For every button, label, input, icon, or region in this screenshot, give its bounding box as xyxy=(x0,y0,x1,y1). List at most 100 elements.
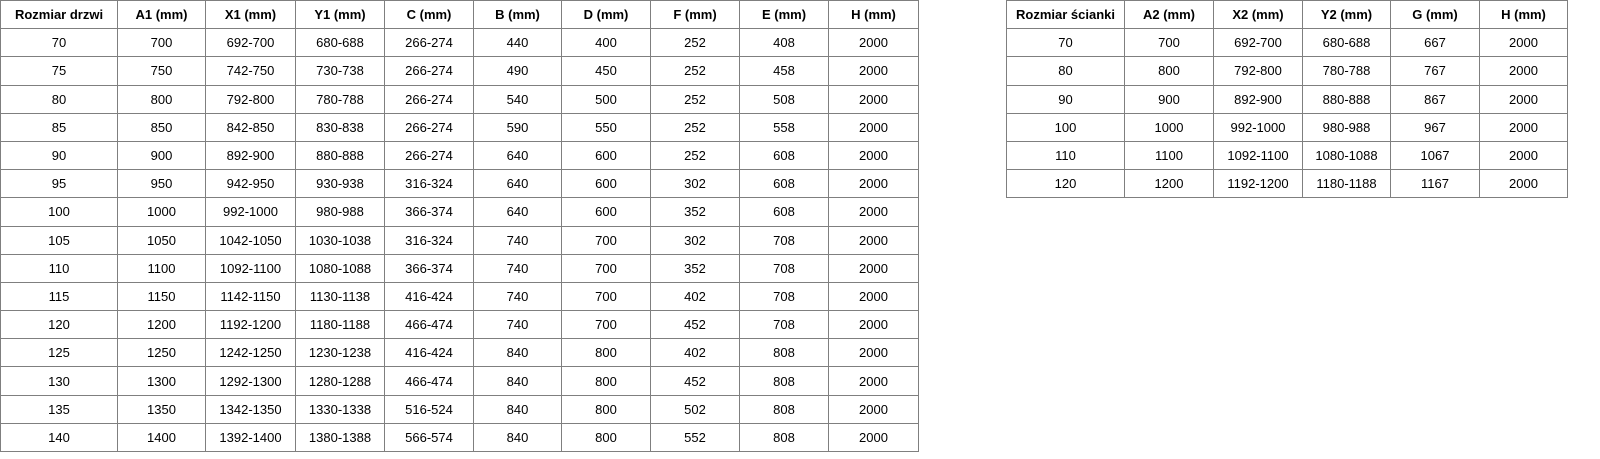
table-cell: 110 xyxy=(0,253,118,283)
table-cell: 1100 xyxy=(117,253,206,283)
table-cell: 75 xyxy=(0,56,118,86)
table-cell: 490 xyxy=(473,56,562,86)
table-cell: 700 xyxy=(561,310,651,340)
table-cell: 1067 xyxy=(1390,140,1480,171)
table-cell: 2000 xyxy=(828,422,919,453)
table-cell: 1080-1088 xyxy=(295,253,385,283)
table-cell: 302 xyxy=(650,169,740,199)
table-cell: 2000 xyxy=(1479,140,1568,171)
column-header: X1 (mm) xyxy=(205,0,296,30)
table-row: 90 900 892-900 880-888 867 2000 xyxy=(1006,84,1568,114)
table-cell: 266-274 xyxy=(384,140,474,171)
table-cell: 95 xyxy=(0,169,118,199)
table-cell: 992-1000 xyxy=(205,197,296,227)
table-cell: 466-474 xyxy=(384,366,474,396)
table-cell: 1150 xyxy=(117,281,206,312)
table-cell: 1192-1200 xyxy=(205,310,296,340)
wall-dimensions-table: Rozmiar ścianki A2 (mm) X2 (mm) Y2 (mm) G (m… xyxy=(1006,0,1568,199)
table-cell: 2000 xyxy=(828,112,919,142)
table-cell: 1200 xyxy=(1124,169,1214,199)
table-cell: 700 xyxy=(561,281,651,312)
table-cell: 416-424 xyxy=(384,338,474,368)
table-cell: 800 xyxy=(561,366,651,396)
table-cell: 708 xyxy=(739,253,829,283)
table-cell: 880-888 xyxy=(295,140,385,171)
table-cell: 840 xyxy=(473,394,562,424)
table-cell: 2000 xyxy=(1479,169,1568,199)
column-header: H (mm) xyxy=(1479,0,1568,30)
table-cell: 767 xyxy=(1390,56,1480,86)
table-row: 70 700 692-700 680-688 266-274 440 400 252 408 20… xyxy=(0,28,919,58)
table-cell: 120 xyxy=(1006,169,1125,199)
table-cell: 740 xyxy=(473,310,562,340)
table-cell: 252 xyxy=(650,84,740,114)
table-cell: 2000 xyxy=(828,310,919,340)
table-row: 130 1300 1292-1300 1280-1288 466-474 840 800 45… xyxy=(0,366,919,396)
table-cell: 800 xyxy=(117,84,206,114)
table-cell: 1292-1300 xyxy=(205,366,296,396)
table-cell: 2000 xyxy=(828,281,919,312)
table-cell: 740 xyxy=(473,281,562,312)
table-cell: 1280-1288 xyxy=(295,366,385,396)
table-cell: 502 xyxy=(650,394,740,424)
table-cell: 1042-1050 xyxy=(205,225,296,255)
table-cell: 600 xyxy=(561,140,651,171)
table-cell: 840 xyxy=(473,338,562,368)
column-header: D (mm) xyxy=(561,0,651,30)
table-cell: 840 xyxy=(473,366,562,396)
column-header: E (mm) xyxy=(739,0,829,30)
table-cell: 608 xyxy=(739,140,829,171)
table-cell: 867 xyxy=(1390,84,1480,114)
table-cell: 740 xyxy=(473,225,562,255)
table-cell: 400 xyxy=(561,28,651,58)
table-cell: 2000 xyxy=(828,84,919,114)
table-cell: 640 xyxy=(473,197,562,227)
table-cell: 700 xyxy=(1124,28,1214,58)
table-cell: 1000 xyxy=(1124,112,1214,142)
table-row: 95 950 942-950 930-938 316-324 640 600 302 608 20… xyxy=(0,169,919,199)
table-cell: 558 xyxy=(739,112,829,142)
table-cell: 840 xyxy=(473,422,562,453)
table-cell: 70 xyxy=(1006,28,1125,58)
table-cell: 266-274 xyxy=(384,112,474,142)
table-row: 80 800 792-800 780-788 767 2000 xyxy=(1006,56,1568,86)
table-cell: 2000 xyxy=(828,28,919,58)
table-cell: 105 xyxy=(0,225,118,255)
table-cell: 800 xyxy=(561,338,651,368)
table-cell: 700 xyxy=(561,253,651,283)
table-cell: 2000 xyxy=(828,225,919,255)
door-dimensions-table: Rozmiar drzwi A1 (mm) X1 (mm) Y1 (mm) C (mm)… xyxy=(0,0,919,453)
table-cell: 1300 xyxy=(117,366,206,396)
table-cell: 266-274 xyxy=(384,28,474,58)
table-cell: 100 xyxy=(1006,112,1125,142)
table-cell: 1250 xyxy=(117,338,206,368)
table-cell: 266-274 xyxy=(384,56,474,86)
table-cell: 1092-1100 xyxy=(1213,140,1303,171)
table-cell: 252 xyxy=(650,140,740,171)
table-cell: 252 xyxy=(650,28,740,58)
table-cell: 366-374 xyxy=(384,253,474,283)
table-cell: 980-988 xyxy=(1302,112,1391,142)
table-cell: 2000 xyxy=(828,169,919,199)
table-cell: 1342-1350 xyxy=(205,394,296,424)
column-header: H (mm) xyxy=(828,0,919,30)
table-cell: 2000 xyxy=(1479,112,1568,142)
table-cell: 2000 xyxy=(828,253,919,283)
column-header: Rozmiar ścianki xyxy=(1006,0,1125,30)
table-cell: 842-850 xyxy=(205,112,296,142)
table-row: 100 1000 992-1000 980-988 967 2000 xyxy=(1006,112,1568,142)
table-cell: 416-424 xyxy=(384,281,474,312)
table-cell: 1180-1188 xyxy=(295,310,385,340)
table-cell: 115 xyxy=(0,281,118,312)
table-cell: 980-988 xyxy=(295,197,385,227)
table-cell: 730-738 xyxy=(295,56,385,86)
table-cell: 750 xyxy=(117,56,206,86)
column-header: G (mm) xyxy=(1390,0,1480,30)
table-cell: 608 xyxy=(739,197,829,227)
table-cell: 1330-1338 xyxy=(295,394,385,424)
table-cell: 967 xyxy=(1390,112,1480,142)
table-cell: 900 xyxy=(1124,84,1214,114)
table-cell: 252 xyxy=(650,112,740,142)
table-row: 100 1000 992-1000 980-988 366-374 640 600 352 60… xyxy=(0,197,919,227)
table-cell: 402 xyxy=(650,281,740,312)
